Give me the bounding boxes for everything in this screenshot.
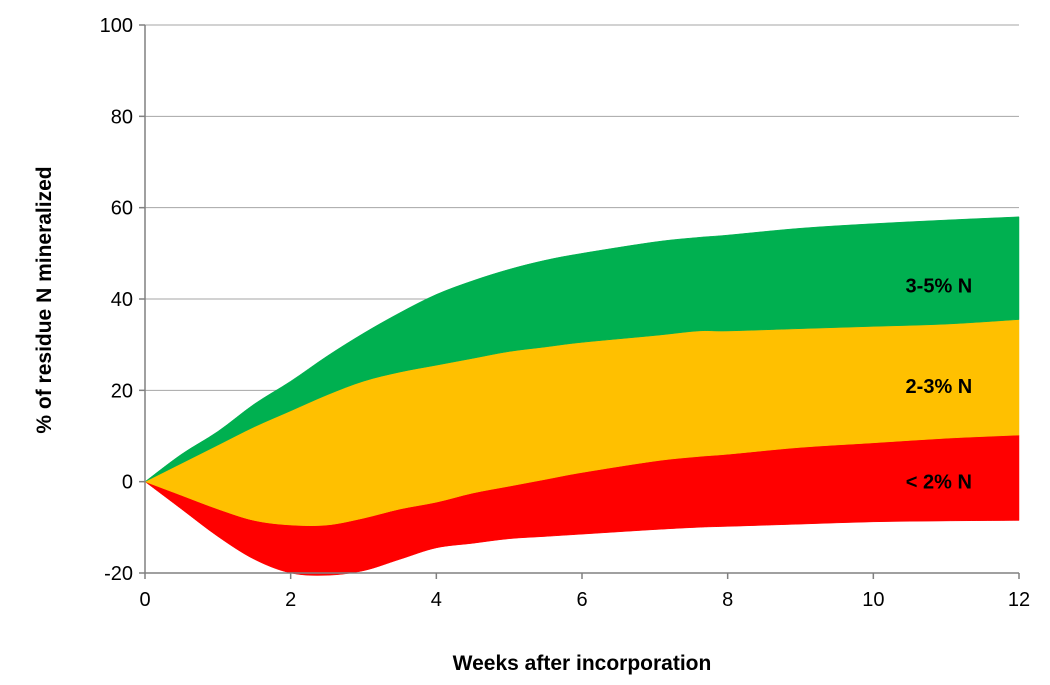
band-label: 2-3% N (906, 376, 973, 398)
x-tick-label: 8 (722, 589, 733, 611)
band-label: 3-5% N (906, 275, 973, 297)
x-tick-label: 4 (431, 589, 442, 611)
y-tick-label: 0 (122, 472, 133, 494)
band-label: < 2% N (906, 472, 972, 494)
area-bands (145, 217, 1019, 576)
y-tick-label: 60 (111, 198, 133, 220)
y-tick-label: -20 (104, 563, 133, 585)
y-tick-label: 100 (100, 15, 133, 37)
x-tick-label: 10 (862, 589, 884, 611)
y-tick-label: 40 (111, 289, 133, 311)
y-axis-title: % of residue N mineralized (33, 166, 56, 433)
x-tick-label: 12 (1008, 589, 1030, 611)
x-tick-label: 0 (139, 589, 150, 611)
y-tick-label: 20 (111, 380, 133, 402)
x-tick-label: 2 (285, 589, 296, 611)
x-axis-title: Weeks after incorporation (453, 652, 712, 675)
x-tick-label: 6 (576, 589, 587, 611)
y-tick-label: 80 (111, 106, 133, 128)
